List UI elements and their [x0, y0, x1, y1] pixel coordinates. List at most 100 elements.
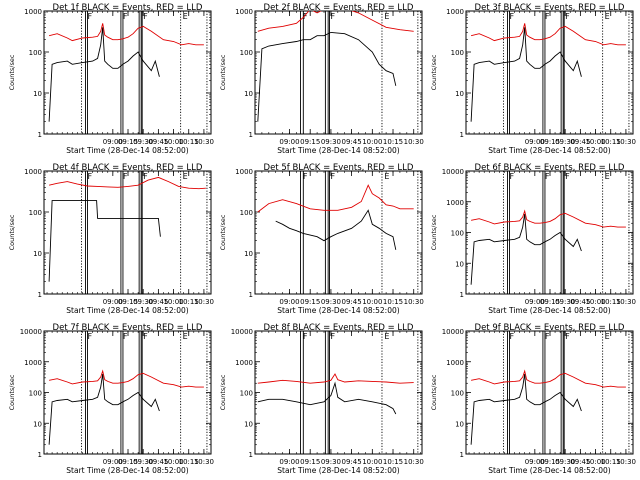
boundary-flag: F	[331, 12, 336, 21]
x-tick-label: 09:00	[103, 138, 123, 146]
x-tick-label: 10:30	[616, 298, 636, 306]
y-tick-label: 100	[240, 390, 253, 398]
x-tick-label: 10:00	[163, 138, 183, 146]
x-tick-label: 09:15	[118, 298, 138, 306]
boundary-flag: E	[384, 332, 389, 341]
series-line-lld	[49, 369, 204, 388]
x-tick-label: 09:30	[133, 298, 153, 306]
x-tick-label: 09:30	[321, 298, 341, 306]
x-tick-label: 10:30	[616, 138, 636, 146]
y-tick-label: 10000	[442, 168, 464, 176]
chart-panel: Det 3f BLACK = Events, RED = LLD 1 10 100 10…	[430, 3, 636, 155]
x-tick-label: 09:15	[300, 458, 320, 466]
boundary-flag: F	[143, 332, 148, 341]
y-tick-label: 1	[38, 451, 42, 459]
x-tick-label: 10:30	[404, 138, 424, 146]
x-tick-label: 09:15	[540, 138, 560, 146]
y-axis-label: Counts/sec	[8, 374, 16, 410]
x-tick-label: 09:30	[555, 458, 575, 466]
x-tick-label: 10:15	[383, 138, 403, 146]
x-tick-label: 09:45	[148, 298, 168, 306]
x-tick-label: 10:15	[601, 458, 621, 466]
y-tick-label: 1000	[446, 359, 464, 367]
series-line-lld	[470, 23, 626, 46]
series-line-events	[48, 27, 160, 122]
y-tick-label: 100	[29, 390, 42, 398]
series-line-events	[470, 213, 582, 285]
y-tick-label: 1000	[235, 8, 253, 16]
plot-frame	[43, 170, 212, 295]
chart-title: Det 5f BLACK = Events, RED = LLD	[264, 163, 414, 173]
y-tick-label: 100	[451, 49, 464, 57]
boundary-flag: F	[565, 172, 570, 181]
x-tick-label: 09:00	[525, 138, 545, 146]
x-tick-label: 09:00	[103, 298, 123, 306]
x-tick-label: 09:00	[525, 458, 545, 466]
plot-frame	[43, 10, 212, 135]
x-tick-label: 10:00	[163, 458, 183, 466]
y-tick-label: 10	[33, 90, 42, 98]
boundary-flag: E	[605, 172, 610, 181]
x-axis-label: Start Time (28-Dec-14 08:52:00)	[488, 146, 610, 155]
y-tick-label: 100	[29, 209, 42, 217]
boundary-flag: F	[331, 172, 336, 181]
boundary-flag: F	[88, 12, 93, 21]
chart-title: Det 3f BLACK = Events, RED = LLD	[475, 3, 625, 13]
x-tick-label: 09:15	[300, 138, 320, 146]
chart-panel: Det 7f BLACK = Events, RED = LLD 1 10 100 10…	[8, 323, 214, 475]
series-line-lld	[257, 184, 414, 213]
x-tick-label: 09:00	[279, 138, 299, 146]
chart-panel: Det 5f BLACK = Events, RED = LLD 1 10 100 10…	[219, 163, 424, 315]
x-tick-label: 10:00	[163, 298, 183, 306]
boundary-flag: E	[605, 332, 610, 341]
y-tick-label: 10	[455, 260, 464, 268]
chart-title: Det 7f BLACK = Events, RED = LLD	[53, 323, 203, 333]
series-line-events	[275, 209, 397, 250]
boundary-flag: F	[565, 12, 570, 21]
y-tick-label: 1000	[24, 8, 42, 16]
x-tick-label: 10:15	[179, 458, 199, 466]
y-tick-label: 100	[240, 49, 253, 57]
y-tick-label: 100	[451, 230, 464, 238]
boundary-flag: F	[303, 12, 308, 21]
x-axis-label: Start Time (28-Dec-14 08:52:00)	[488, 306, 610, 315]
y-tick-label: 100	[29, 49, 42, 57]
plot-frame	[254, 330, 423, 455]
y-tick-label: 1	[460, 291, 464, 299]
x-tick-label: 10:15	[383, 298, 403, 306]
x-axis-label: Start Time (28-Dec-14 08:52:00)	[277, 466, 399, 475]
x-tick-label: 10:15	[601, 298, 621, 306]
series-line-events	[257, 381, 397, 415]
x-tick-label: 10:30	[194, 458, 214, 466]
series-line-events	[470, 373, 582, 445]
x-tick-label: 09:45	[570, 138, 590, 146]
x-tick-label: 09:30	[133, 138, 153, 146]
x-axis-label: Start Time (28-Dec-14 08:52:00)	[488, 466, 610, 475]
x-tick-label: 10:15	[179, 298, 199, 306]
y-tick-label: 10	[455, 90, 464, 98]
y-tick-label: 1000	[235, 359, 253, 367]
x-tick-label: 10:15	[383, 458, 403, 466]
boundary-flag: E	[605, 12, 610, 21]
x-tick-label: 09:30	[555, 298, 575, 306]
plot-frame	[465, 10, 634, 135]
x-tick-label: 09:15	[118, 138, 138, 146]
plot-frame	[43, 330, 212, 455]
y-tick-label: 10000	[442, 328, 464, 336]
y-tick-label: 1	[460, 131, 464, 139]
boundary-flag: F	[565, 332, 570, 341]
y-tick-label: 1	[249, 131, 253, 139]
x-tick-label: 10:30	[194, 298, 214, 306]
boundary-flag: E	[384, 12, 389, 21]
y-tick-label: 1	[249, 291, 253, 299]
x-tick-label: 10:30	[194, 138, 214, 146]
x-tick-label: 09:45	[342, 458, 362, 466]
y-axis-label: Counts/sec	[219, 374, 227, 410]
boundary-flag: F	[123, 332, 128, 341]
x-tick-label: 09:15	[540, 298, 560, 306]
x-tick-label: 09:00	[279, 458, 299, 466]
